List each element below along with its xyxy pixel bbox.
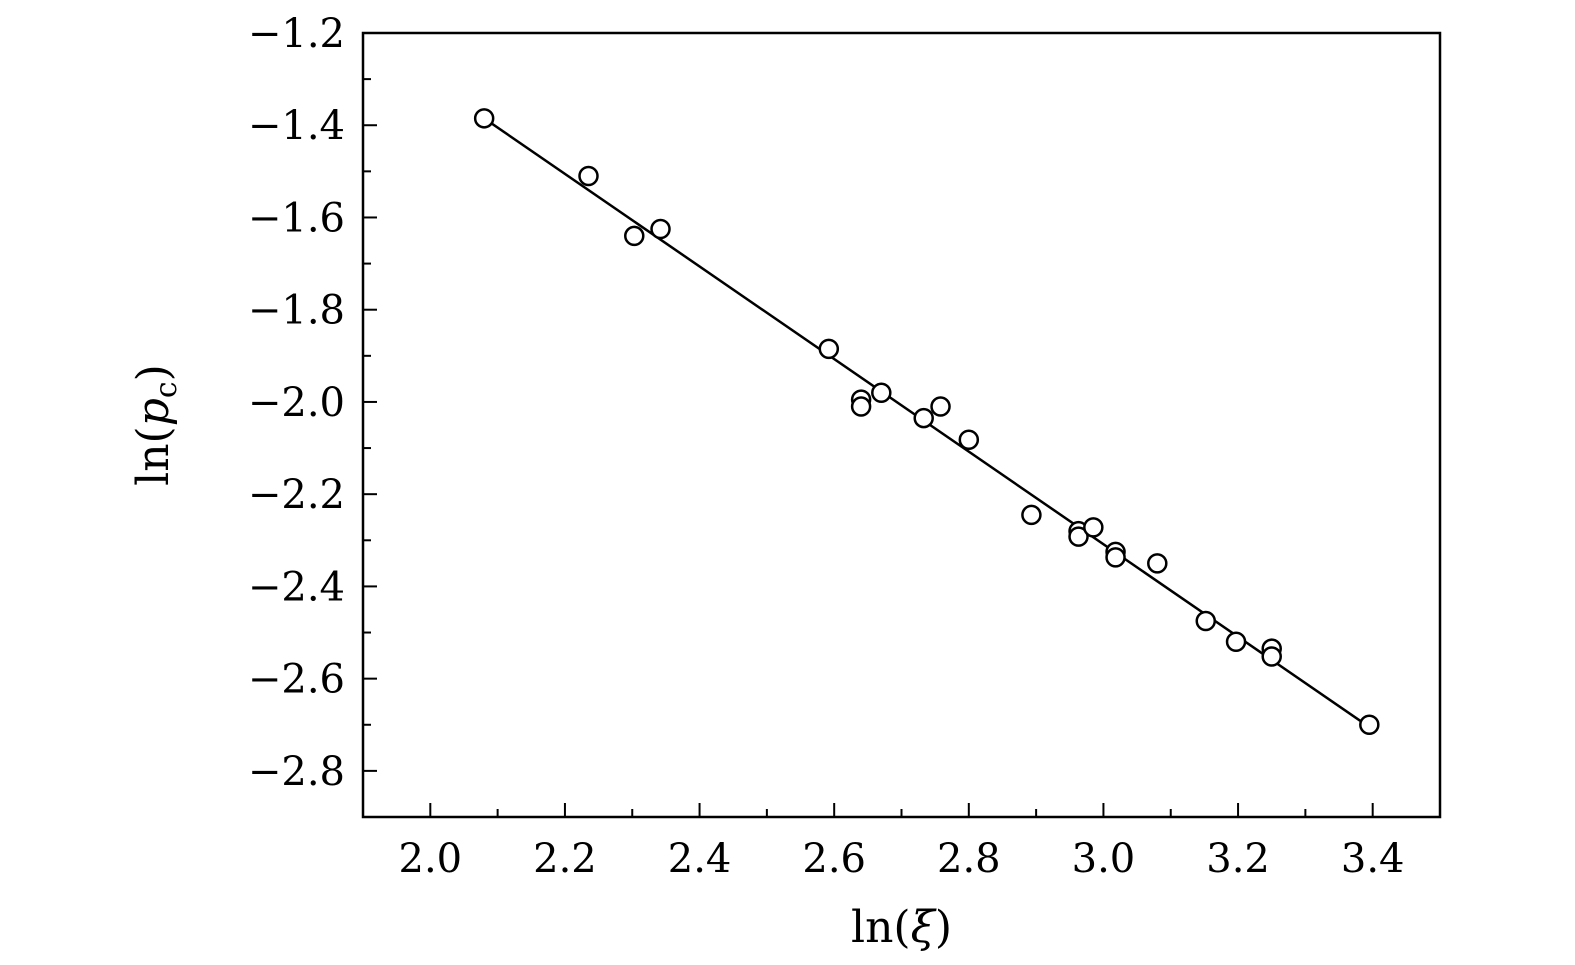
y-axis-title: ln(pc) bbox=[128, 364, 184, 486]
data-point bbox=[1021, 504, 1042, 526]
y-tick-label: −2.6 bbox=[248, 657, 345, 703]
y-tick-label: −2.2 bbox=[248, 472, 345, 518]
data-point bbox=[1195, 610, 1217, 632]
data-point bbox=[1225, 631, 1247, 653]
x-tick-label: 2.4 bbox=[668, 836, 732, 882]
data-point bbox=[578, 165, 599, 187]
data-point bbox=[1359, 714, 1380, 736]
y-tick-label: −2.4 bbox=[248, 564, 345, 610]
y-tick-label: −1.2 bbox=[248, 11, 345, 57]
x-axis-title: ln(ξ) bbox=[851, 902, 952, 953]
data-point bbox=[1083, 517, 1104, 538]
x-tick-label: 2.0 bbox=[399, 836, 463, 882]
data-point bbox=[818, 338, 840, 360]
y-tick-label: −1.4 bbox=[248, 103, 345, 149]
data-point bbox=[1068, 526, 1089, 547]
y-tick-label: −2.0 bbox=[248, 380, 345, 426]
x-tick-label: 2.2 bbox=[533, 836, 597, 882]
data-point bbox=[473, 108, 495, 129]
data-point bbox=[930, 396, 951, 417]
x-tick-label: 2.6 bbox=[802, 836, 866, 882]
plot-frame bbox=[361, 31, 1442, 819]
x-tick-label: 2.8 bbox=[937, 836, 1001, 882]
data-point bbox=[1105, 547, 1126, 568]
data-point bbox=[871, 382, 892, 403]
data-point bbox=[958, 429, 980, 451]
data-point bbox=[624, 225, 645, 247]
data-point bbox=[850, 396, 872, 417]
points-layer bbox=[473, 108, 1380, 736]
x-tick-label: 3.0 bbox=[1072, 836, 1136, 882]
data-point bbox=[913, 407, 934, 429]
y-tick-label: −1.6 bbox=[248, 195, 345, 241]
y-tick-label: −2.8 bbox=[248, 749, 345, 795]
x-tick-label: 3.4 bbox=[1341, 836, 1405, 882]
data-point bbox=[1261, 646, 1282, 667]
data-point bbox=[1147, 553, 1168, 574]
data-point bbox=[650, 218, 671, 240]
y-tick-label: −1.8 bbox=[248, 288, 345, 334]
x-tick-label: 3.2 bbox=[1206, 836, 1270, 882]
ticks-layer: 2.0 2.2 2.4 2.6 2.8 3.0 3.2 3.4 −1.2 −1.4 −1.6 −1.8… bbox=[248, 11, 1405, 882]
